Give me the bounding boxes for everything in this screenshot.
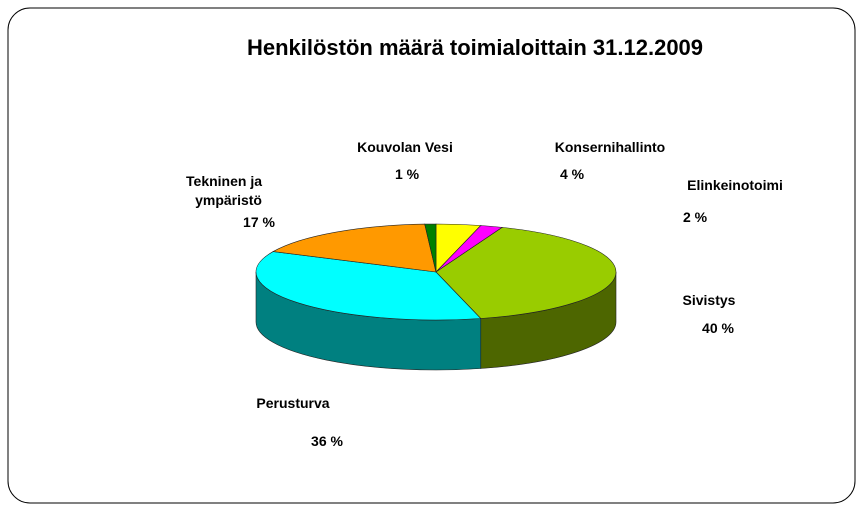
- category-label: Perusturva: [256, 395, 330, 411]
- value-label: 2 %: [682, 209, 708, 225]
- value-label: 17 %: [243, 214, 275, 230]
- chart-title: Henkilöstön määrä toimialoittain 31.12.2…: [246, 35, 704, 60]
- slice: [255, 251, 482, 321]
- category-label: Sivistys: [682, 292, 736, 308]
- value-label: 4 %: [559, 166, 585, 182]
- slice: [424, 223, 437, 273]
- slice: [272, 223, 437, 273]
- slice: [435, 227, 617, 319]
- value-label: 1 %: [394, 166, 420, 182]
- category-label: Kouvolan Vesi: [357, 139, 453, 155]
- category-label: Tekninen ja ympäristö: [186, 173, 262, 208]
- value-label: 40 %: [702, 320, 734, 336]
- category-label: Elinkeinotoimi: [687, 177, 783, 193]
- value-label: 36 %: [311, 433, 343, 449]
- category-label: Konsernihallinto: [554, 139, 666, 155]
